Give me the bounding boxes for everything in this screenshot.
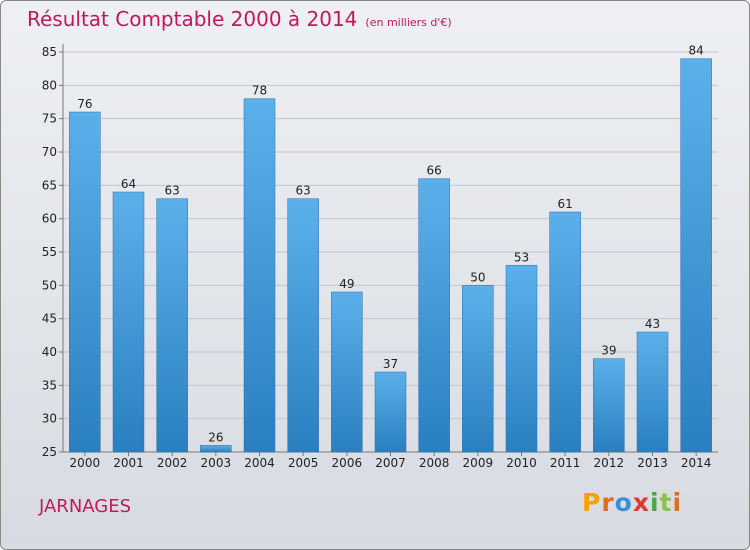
- x-tick-label: 2006: [332, 456, 363, 470]
- bar: [505, 265, 538, 453]
- data-label: 37: [383, 357, 398, 371]
- bar: [243, 98, 276, 453]
- data-label: 50: [470, 270, 485, 284]
- data-label: 49: [339, 277, 354, 291]
- logo-letter: o: [614, 488, 633, 517]
- bar: [331, 291, 363, 453]
- logo-letter: i: [672, 488, 683, 517]
- y-tick-label: 65: [42, 178, 57, 192]
- data-label: 76: [77, 97, 92, 111]
- town-name: JARNAGES: [39, 496, 132, 517]
- x-tick-label: 2013: [637, 456, 668, 470]
- x-tick-label: 2008: [419, 456, 450, 470]
- bar: [374, 371, 407, 453]
- x-tick-label: 2009: [463, 456, 494, 470]
- x-tick-label: 2003: [201, 456, 232, 470]
- logo-letter: P: [582, 488, 602, 517]
- bar: [549, 211, 581, 453]
- bar: [462, 285, 494, 453]
- bar: [156, 198, 188, 453]
- y-tick-label: 70: [42, 145, 57, 159]
- data-label: 63: [296, 184, 311, 198]
- data-label: 66: [427, 164, 442, 178]
- data-label: 84: [689, 44, 704, 58]
- proxiti-logo: Proxiti: [582, 488, 682, 517]
- y-tick-label: 55: [42, 245, 57, 259]
- data-label: 26: [208, 430, 223, 444]
- bar: [418, 178, 450, 453]
- data-label: 53: [514, 250, 529, 264]
- logo-letter: t: [659, 488, 673, 517]
- data-label: 39: [601, 344, 616, 358]
- bar: [287, 198, 319, 453]
- logo-letter: r: [601, 488, 615, 517]
- x-tick-label: 2014: [681, 456, 712, 470]
- y-tick-label: 85: [42, 45, 57, 59]
- y-tick-label: 50: [42, 278, 57, 292]
- x-tick-label: 2002: [157, 456, 188, 470]
- bar: [593, 358, 625, 453]
- y-tick-label: 60: [42, 212, 57, 226]
- bar: [680, 58, 712, 453]
- y-tick-label: 25: [42, 445, 57, 459]
- y-tick-label: 35: [42, 378, 57, 392]
- y-tick-label: 45: [42, 312, 57, 326]
- bar: [112, 191, 145, 453]
- x-tick-label: 2005: [288, 456, 319, 470]
- y-tick-label: 80: [42, 78, 57, 92]
- y-tick-label: 40: [42, 345, 57, 359]
- bar: [69, 111, 101, 453]
- logo-letter: i: [650, 488, 660, 517]
- data-label: 64: [121, 177, 136, 191]
- chart-title: Résultat Comptable 2000 à 2014 (en millie…: [27, 7, 452, 31]
- bar: [200, 445, 232, 453]
- logo-letter: x: [632, 488, 650, 517]
- chart-title-text: Résultat Comptable 2000 à 2014: [27, 7, 358, 31]
- x-tick-label: 2004: [244, 456, 275, 470]
- data-label: 43: [645, 317, 660, 331]
- data-label: 63: [165, 184, 180, 198]
- y-tick-label: 75: [42, 112, 57, 126]
- data-label: 78: [252, 84, 267, 98]
- bar: [636, 331, 669, 453]
- x-tick-label: 2001: [113, 456, 144, 470]
- x-tick-label: 2010: [506, 456, 537, 470]
- data-label: 61: [558, 197, 573, 211]
- chart-subtitle: (en milliers d'€): [365, 16, 452, 29]
- x-tick-label: 2012: [594, 456, 625, 470]
- y-tick-label: 30: [42, 412, 57, 426]
- x-tick-label: 2000: [70, 456, 101, 470]
- x-tick-label: 2007: [375, 456, 406, 470]
- x-tick-label: 2011: [550, 456, 581, 470]
